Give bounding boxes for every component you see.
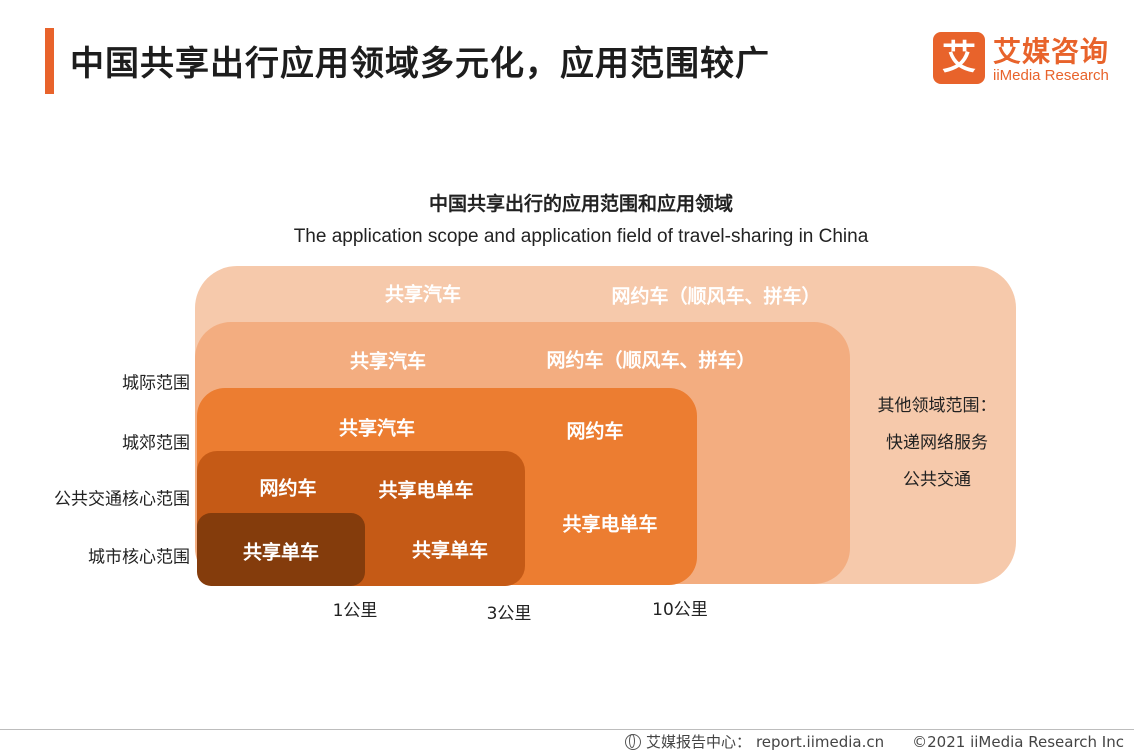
- footer-copyright: ©2021 iiMedia Research Inc: [912, 732, 1124, 751]
- intercity-label-shared-car: 共享汽车: [384, 283, 462, 306]
- core-transit-label-ride-hailing: 网约车: [259, 477, 317, 500]
- suburb-label-ride-hailing: 网约车（顺风车、拼车）: [546, 349, 756, 372]
- logo-name-en: iiMedia Research: [993, 67, 1109, 84]
- x-label-1km: 1公里: [332, 601, 378, 621]
- x-label-10km: 10公里: [652, 600, 708, 620]
- other-field-item: 快递网络服务: [886, 433, 988, 453]
- brand-logo: 艾 艾媒咨询 iiMedia Research: [933, 32, 1113, 88]
- y-label-suburb: 城郊范围: [122, 433, 190, 454]
- y-label-city-core: 城市核心范围: [88, 547, 190, 568]
- core-transit-label-e-bike: 共享电单车: [378, 479, 474, 502]
- region-city-core: [197, 513, 365, 586]
- diagram-title-en: The application scope and application fi…: [293, 226, 869, 247]
- footer-source-url[interactable]: report.iimedia.cn: [755, 732, 885, 751]
- globe-icon: [624, 733, 641, 750]
- transit-label-ride-hailing: 网约车: [566, 420, 624, 443]
- logo-mark-icon: 艾: [933, 32, 985, 84]
- logo-name-cn: 艾媒咨询: [993, 35, 1110, 68]
- page-title: 中国共享出行应用领域多元化，应用范围较广: [70, 44, 770, 84]
- footer-source-label: 艾媒报告中心：: [645, 733, 751, 751]
- other-field-item: 公共交通: [903, 470, 971, 490]
- y-label-core-transit: 公共交通核心范围: [54, 489, 190, 510]
- transit-label-e-bike: 共享电单车: [562, 513, 658, 536]
- title-accent-bar: [45, 28, 54, 94]
- diagram-title-cn: 中国共享出行的应用范围和应用领域: [428, 193, 733, 215]
- x-label-3km: 3公里: [486, 604, 532, 624]
- footer: 艾媒报告中心： report.iimedia.cn ©2021 iiMedia …: [624, 731, 1124, 752]
- core-transit-label-bike: 共享单车: [411, 539, 489, 562]
- city-core-label-bike: 共享单车: [242, 541, 320, 564]
- suburb-label-shared-car: 共享汽车: [349, 350, 427, 373]
- intercity-label-ride-hailing: 网约车（顺风车、拼车）: [611, 285, 821, 308]
- other-fields-title: 其他领域范围：: [877, 396, 997, 416]
- y-label-intercity: 城际范围: [122, 373, 190, 394]
- footer-divider: [0, 729, 1134, 730]
- other-fields-block: 其他领域范围： 快递网络服务 公共交通: [862, 388, 1012, 499]
- transit-label-shared-car: 共享汽车: [338, 417, 416, 440]
